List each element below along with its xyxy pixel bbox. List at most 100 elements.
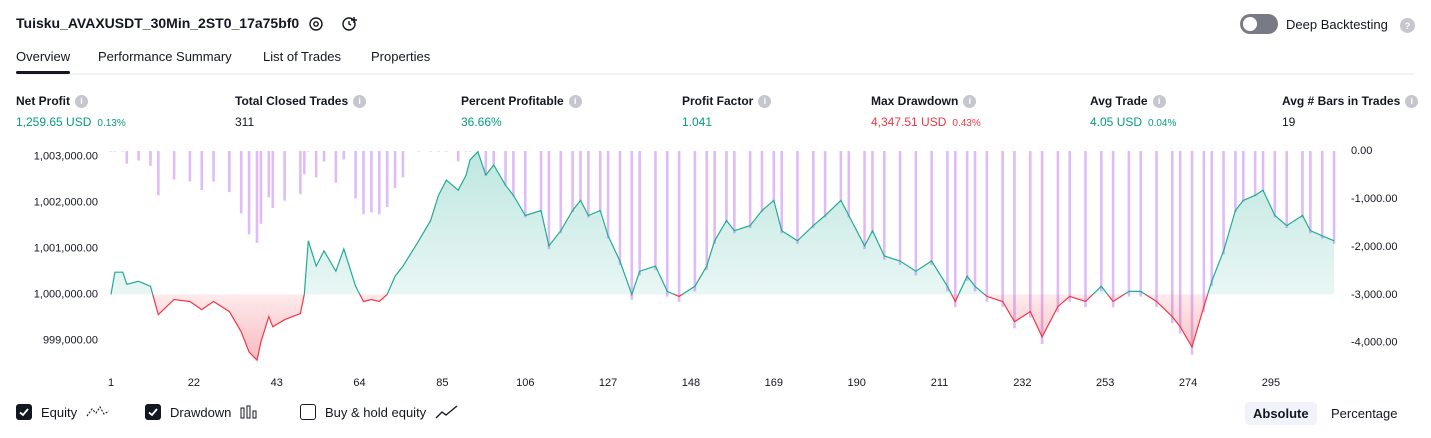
help-icon[interactable]: ? xyxy=(1400,18,1415,33)
drawdown-bar xyxy=(1139,151,1143,297)
drawdown-bar xyxy=(370,151,373,213)
equity-line xyxy=(110,150,1335,362)
metric-value-row: 36.66% xyxy=(461,113,502,131)
drawdown-bar xyxy=(587,151,590,218)
drawdown-bar xyxy=(1301,151,1304,218)
drawdown-bar xyxy=(713,151,716,244)
drawdown-bar xyxy=(342,151,346,160)
drawdown-bar xyxy=(973,151,977,292)
deep-backtesting-toggle[interactable] xyxy=(1240,14,1278,34)
drawdown-bar xyxy=(306,151,310,152)
info-icon[interactable]: i xyxy=(1405,94,1419,108)
checkbox[interactable] xyxy=(16,404,32,420)
metric-label: Avg Trade xyxy=(1090,94,1148,108)
metric-value: 36.66% xyxy=(461,115,502,129)
scale-button[interactable]: Absolute xyxy=(1245,402,1317,425)
checkbox[interactable] xyxy=(300,404,316,420)
tab[interactable]: Performance Summary xyxy=(98,49,232,64)
drawdown-bar xyxy=(898,151,902,265)
metric-value: 311 xyxy=(235,115,255,129)
x-tick-label: 106 xyxy=(516,377,534,389)
drawdown-bar xyxy=(1242,151,1245,202)
legend-label: Buy & hold equity xyxy=(325,404,427,420)
drawdown-bar xyxy=(630,151,634,300)
metric-label: Total Closed Trades xyxy=(235,94,349,108)
legend-label: Equity xyxy=(41,404,78,420)
drawdown-bar xyxy=(512,151,515,197)
drawdown-bar xyxy=(1222,151,1225,255)
x-tick-label: 169 xyxy=(765,377,783,389)
drawdown-bar xyxy=(618,151,622,265)
drawdown-bar xyxy=(780,151,784,234)
drawdown-bar xyxy=(863,151,866,250)
metric-label: Net Profit xyxy=(16,94,70,108)
drawdown-bar xyxy=(606,151,610,239)
x-tick-label: 148 xyxy=(682,377,700,389)
x-tick-label: 85 xyxy=(436,377,448,389)
drawdown-bar xyxy=(354,151,357,199)
legend-option[interactable]: Equity xyxy=(16,404,110,420)
drawdown-bar xyxy=(322,151,326,162)
drawdown-bar xyxy=(283,151,286,201)
info-icon[interactable]: i xyxy=(568,94,582,108)
drawdown-bar xyxy=(654,151,657,271)
active-tab-underline xyxy=(16,71,70,74)
metric-label: Profit Factor xyxy=(682,94,754,108)
drawdown-bar xyxy=(113,151,117,152)
scale-button[interactable]: Percentage xyxy=(1331,406,1398,421)
info-icon[interactable]: i xyxy=(75,94,88,108)
x-tick-label: 232 xyxy=(1013,377,1031,389)
drawdown-bar xyxy=(149,151,152,166)
drawdown-bar xyxy=(334,151,338,183)
metric: Net Profit i xyxy=(16,94,88,108)
metric-label: Percent Profitable xyxy=(461,94,564,108)
info-icon[interactable]: i xyxy=(758,94,772,108)
drawdown-bar xyxy=(725,151,728,223)
info-icon[interactable]: i xyxy=(353,94,367,108)
drawdown-bar xyxy=(492,151,495,165)
metric-value: 19 xyxy=(1282,115,1296,129)
drawdown-bar xyxy=(954,151,957,308)
settings-icon[interactable] xyxy=(307,15,325,33)
drawdown-bar xyxy=(228,151,231,193)
metric: Total Closed Trades i xyxy=(235,94,367,108)
drawdown-bar xyxy=(157,151,160,196)
x-tick-label: 1 xyxy=(108,377,114,389)
drawdown-bar xyxy=(523,151,527,218)
tab[interactable]: List of Trades xyxy=(263,49,342,64)
drawdown-bar xyxy=(571,151,574,213)
drawdown-bar xyxy=(1099,151,1103,292)
drawdown-bar xyxy=(429,151,432,152)
drawdown-bar xyxy=(200,151,204,191)
metric-value: 1,259.65 USD xyxy=(16,115,92,129)
info-icon[interactable]: i xyxy=(963,94,977,108)
drawdown-bar xyxy=(239,151,243,214)
checkbox[interactable] xyxy=(145,404,161,420)
drawdown-bar xyxy=(484,151,488,176)
drawdown-bar xyxy=(547,151,551,250)
drawdown-bar xyxy=(504,151,507,186)
tab[interactable]: Properties xyxy=(371,49,431,64)
legend-option[interactable]: Drawdown xyxy=(145,404,260,420)
drawdown-bar xyxy=(965,151,969,281)
drawdown-bar xyxy=(946,151,949,292)
metric: Percent Profitable i xyxy=(461,94,582,108)
drawdown-bar xyxy=(314,151,318,178)
info-icon[interactable]: i xyxy=(1152,94,1166,108)
drawdown-bar xyxy=(299,151,302,195)
drawdown-bar xyxy=(1261,151,1265,192)
add-alert-icon[interactable] xyxy=(340,14,360,34)
drawdown-bar xyxy=(823,151,827,218)
strategy-title: Tuisku_AVAXUSDT_30Min_2ST0_17a75bf0 xyxy=(16,15,300,31)
metric: Avg # Bars in Trades i xyxy=(1282,94,1419,108)
drawdown-bar xyxy=(1190,151,1194,355)
tab[interactable]: Overview xyxy=(16,49,71,64)
drawdown-bar xyxy=(559,151,563,234)
drawdown-bar xyxy=(1210,151,1214,287)
drawdown-bar xyxy=(693,151,697,292)
y2-tick-label: -3,000.00 xyxy=(1351,289,1397,301)
drawdown-bar xyxy=(1309,151,1312,234)
drawdown-bar xyxy=(303,151,306,175)
legend-option[interactable]: Buy & hold equity xyxy=(300,404,459,420)
y-tick-label: 1,002,000.00 xyxy=(34,196,98,208)
